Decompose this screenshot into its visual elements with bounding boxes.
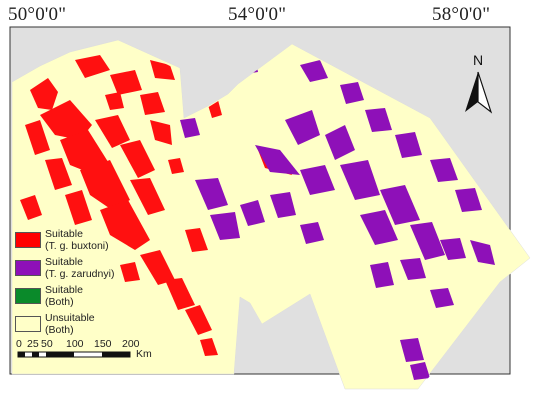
legend-sublabel: (Both) — [45, 296, 74, 308]
north-label: N — [473, 52, 484, 68]
legend-label: Suitable — [45, 256, 83, 268]
longitude-label-58: 58°0'0" — [432, 4, 491, 25]
legend-item-both: Suitable (Both) — [15, 284, 83, 308]
legend-item-unsuitable: Unsuitable (Both) — [15, 312, 95, 336]
legend-swatch-red — [15, 232, 41, 248]
legend-sublabel: (Both) — [45, 324, 74, 336]
scale-label-0: 0 — [16, 338, 22, 350]
scale-label-100: 100 — [66, 338, 84, 350]
legend-sublabel: (T. g. buxtoni) — [45, 240, 109, 252]
buxtoni-suitable-layer — [20, 55, 292, 356]
scale-bar — [17, 351, 131, 358]
scale-unit-km: Km — [136, 348, 152, 360]
legend-swatch-purple — [15, 260, 41, 276]
legend-swatch-green — [15, 288, 41, 304]
legend-item-buxtoni: Suitable (T. g. buxtoni) — [15, 228, 109, 252]
scale-label-50: 50 — [41, 338, 53, 350]
legend-label: Unsuitable — [45, 312, 95, 324]
legend-label: Suitable — [45, 284, 83, 296]
longitude-label-50: 50°0'0" — [8, 4, 67, 25]
study-area — [11, 39, 531, 390]
legend-swatch-yellow — [15, 316, 41, 332]
legend-sublabel: (T. g. zarudnyi) — [45, 268, 115, 280]
scale-label-25: 25 — [27, 338, 39, 350]
scale-label-150: 150 — [94, 338, 112, 350]
zarudnyi-suitable-layer — [180, 55, 495, 380]
legend-item-zarudnyi: Suitable (T. g. zarudnyi) — [15, 256, 114, 280]
longitude-label-54: 54°0'0" — [228, 4, 287, 25]
north-arrow-icon — [465, 71, 493, 114]
legend-label: Suitable — [45, 228, 83, 240]
scale-label-200: 200 — [122, 338, 140, 350]
